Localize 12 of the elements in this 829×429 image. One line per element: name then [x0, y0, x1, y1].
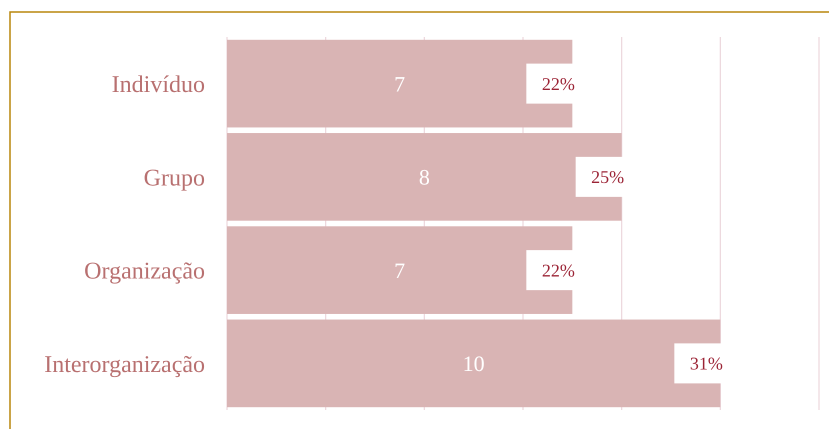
annotation: 31%: [690, 354, 723, 374]
data-label: 7: [394, 71, 406, 96]
annotation: 22%: [542, 260, 575, 280]
data-label: 7: [394, 258, 406, 283]
annotation: 22%: [542, 74, 575, 94]
y-tick-label: Grupo: [144, 165, 205, 192]
data-label: 8: [418, 164, 430, 190]
annotation: 25%: [591, 167, 624, 188]
y-tick-label: Indivíduo: [112, 72, 205, 98]
data-label: 10: [462, 351, 485, 376]
y-tick-label: Interorganização: [44, 352, 205, 378]
y-tick-label: Organização: [84, 258, 205, 285]
